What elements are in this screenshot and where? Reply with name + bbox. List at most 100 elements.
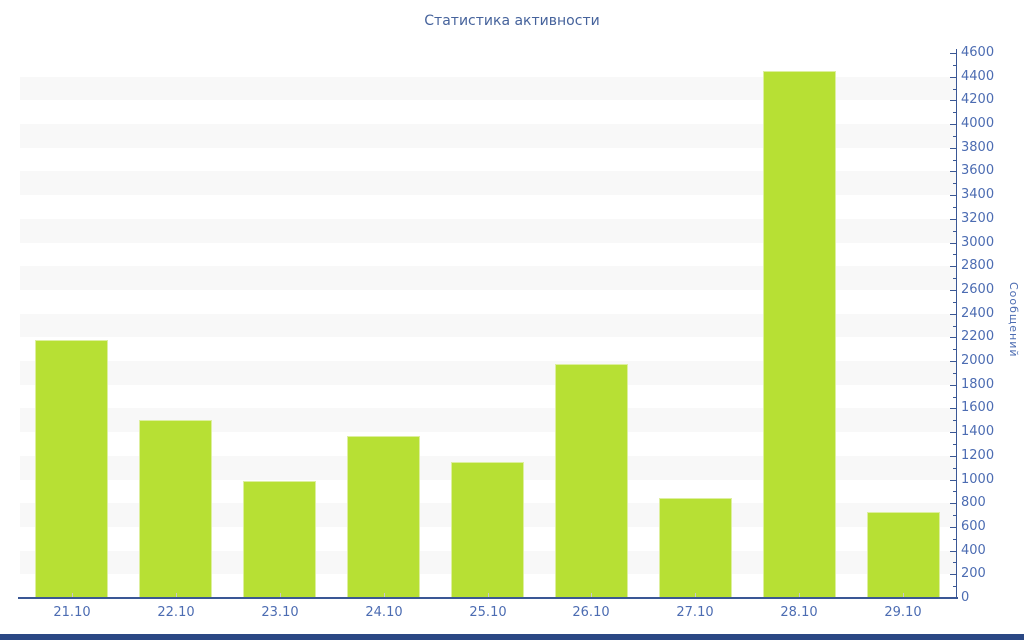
y-axis-tick xyxy=(950,124,956,125)
grid-stripe xyxy=(20,361,956,385)
y-axis-tick xyxy=(950,266,956,267)
y-axis-tick xyxy=(953,397,956,398)
y-axis-tick xyxy=(950,100,956,101)
y-tick-label: 3000 xyxy=(961,235,995,250)
y-tick-label: 3600 xyxy=(961,163,995,178)
grid-stripe xyxy=(20,313,956,338)
y-axis-tick xyxy=(953,65,956,66)
y-axis-tick xyxy=(953,160,956,161)
y-axis-tick xyxy=(950,503,956,504)
grid-stripe xyxy=(20,171,956,196)
y-axis-tick xyxy=(953,326,956,327)
y-axis-tick xyxy=(953,183,956,184)
x-tick-label: 28.10 xyxy=(780,605,818,620)
y-tick-label: 800 xyxy=(961,495,986,510)
y-axis-tick xyxy=(950,527,956,528)
y-tick-label: 1000 xyxy=(961,472,995,487)
bar xyxy=(659,498,732,598)
y-axis-tick xyxy=(950,598,956,599)
grid-stripe xyxy=(20,218,956,243)
y-axis-tick xyxy=(950,432,956,433)
x-axis-tick xyxy=(903,593,904,598)
y-tick-label: 2000 xyxy=(961,353,995,368)
y-tick-label: 3800 xyxy=(961,140,995,155)
bar xyxy=(867,512,940,598)
y-tick-label: 2600 xyxy=(961,282,995,297)
y-tick-label: 1200 xyxy=(961,448,995,463)
y-axis-tick xyxy=(953,278,956,279)
x-axis-tick xyxy=(384,593,385,598)
y-tick-label: 2400 xyxy=(961,306,995,321)
y-axis-tick xyxy=(950,551,956,552)
y-axis-tick xyxy=(953,586,956,587)
x-tick-label: 26.10 xyxy=(572,605,610,620)
y-tick-label: 1600 xyxy=(961,400,995,415)
y-axis-tick xyxy=(950,361,956,362)
y-axis-tick xyxy=(953,491,956,492)
y-axis-tick xyxy=(950,314,956,315)
x-tick-label: 27.10 xyxy=(676,605,714,620)
bar xyxy=(35,340,108,598)
y-axis-tick xyxy=(953,112,956,113)
y-axis-tick xyxy=(953,515,956,516)
x-tick-label: 25.10 xyxy=(469,605,507,620)
y-axis-tick xyxy=(950,243,956,244)
grid-stripe xyxy=(20,124,956,148)
y-tick-label: 2200 xyxy=(961,329,995,344)
y-axis-tick xyxy=(950,195,956,196)
grid-stripe xyxy=(20,408,956,433)
y-axis-tick xyxy=(953,373,956,374)
x-axis-tick xyxy=(799,593,800,598)
x-axis-tick xyxy=(591,593,592,598)
y-tick-label: 4600 xyxy=(961,45,995,60)
y-tick-label: 3400 xyxy=(961,187,995,202)
x-axis-tick xyxy=(72,593,73,598)
y-axis-tick xyxy=(950,385,956,386)
x-axis-tick xyxy=(176,593,177,598)
y-tick-label: 4000 xyxy=(961,116,995,131)
x-tick-label: 29.10 xyxy=(884,605,922,620)
y-axis-tick xyxy=(953,89,956,90)
y-axis-tick xyxy=(953,254,956,255)
x-tick-label: 24.10 xyxy=(365,605,403,620)
y-tick-label: 200 xyxy=(961,566,986,581)
bar xyxy=(555,364,628,598)
y-axis-tick xyxy=(950,290,956,291)
chart-title: Статистика активности xyxy=(424,13,600,29)
bar xyxy=(347,436,420,598)
y-axis-tick xyxy=(953,562,956,563)
x-axis-line xyxy=(18,597,958,599)
x-axis-tick xyxy=(695,593,696,598)
y-tick-label: 400 xyxy=(961,543,986,558)
y-axis-tick xyxy=(950,480,956,481)
y-axis-tick xyxy=(950,77,956,78)
y-tick-label: 4200 xyxy=(961,92,995,107)
y-tick-label: 1800 xyxy=(961,377,995,392)
y-axis-tick xyxy=(953,539,956,540)
bar xyxy=(451,462,524,598)
x-axis-tick xyxy=(488,593,489,598)
bar xyxy=(139,420,212,598)
y-axis-tick xyxy=(950,171,956,172)
y-tick-label: 0 xyxy=(961,590,970,605)
y-tick-label: 3200 xyxy=(961,211,995,226)
y-axis-tick xyxy=(953,136,956,137)
x-tick-label: 21.10 xyxy=(53,605,91,620)
y-axis-tick xyxy=(953,444,956,445)
y-axis-tick xyxy=(953,420,956,421)
grid-stripe xyxy=(20,76,956,101)
y-axis-tick xyxy=(953,207,956,208)
y-axis-line xyxy=(956,49,957,598)
y-axis-tick xyxy=(953,231,956,232)
y-axis-tick xyxy=(953,468,956,469)
y-tick-label: 600 xyxy=(961,519,986,534)
y-axis-title: Сообщений xyxy=(1007,282,1020,358)
y-tick-label: 1400 xyxy=(961,424,995,439)
bar xyxy=(243,481,316,598)
y-axis-tick xyxy=(953,349,956,350)
x-tick-label: 22.10 xyxy=(157,605,195,620)
bar xyxy=(763,71,836,598)
y-axis-tick xyxy=(950,456,956,457)
